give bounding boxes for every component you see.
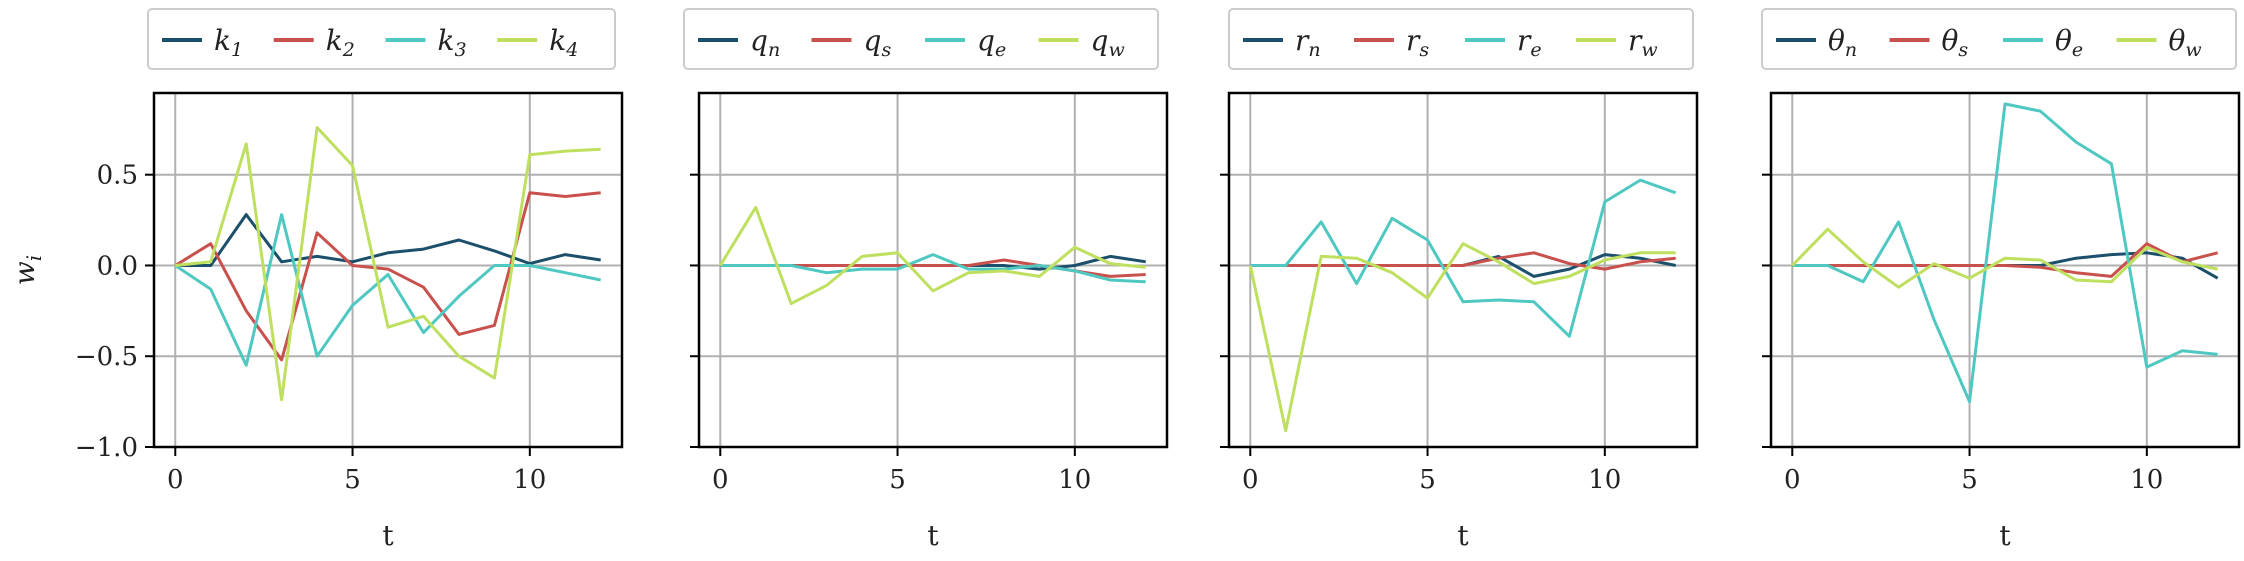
plot-frame (152, 91, 624, 449)
x-axis-label: t (1999, 519, 2011, 552)
legend-label-rs: rs (1406, 24, 1429, 61)
y-tick-label: 0.0 (97, 251, 138, 281)
legend-box (683, 8, 1159, 70)
legend-label-rn: rn (1295, 24, 1321, 61)
legend-label-k3: k3 (438, 24, 467, 61)
chart-panel-2: 0 5 10 t qn qs qe qw (683, 8, 1169, 552)
legend-label-re: re (1517, 24, 1542, 61)
legend-label-θs: θs (1942, 24, 1969, 61)
plot-frame (697, 91, 1169, 449)
x-tick-label: 5 (1419, 465, 1436, 495)
x-tick-label: 0 (712, 465, 729, 495)
legend-label-θe: θe (2055, 24, 2083, 61)
series-line-qw (719, 205, 1146, 306)
legend-label-rw: rw (1628, 24, 1658, 61)
series-line-θw (1791, 227, 2219, 289)
legend-1: k1 k2 k3 k4 (147, 8, 616, 70)
x-tick-label: 0 (1242, 465, 1259, 495)
series-line-θs (1792, 242, 2219, 278)
x-tick-label: 0 (167, 465, 184, 495)
y-tick-label: 0.5 (97, 161, 138, 191)
x-tick-label: 5 (1961, 465, 1978, 495)
legend-box (1228, 8, 1694, 70)
x-tick-label: 0 (1784, 465, 1801, 495)
x-tick-label: 5 (889, 465, 906, 495)
y-tick-label: −1.0 (75, 433, 138, 463)
x-axis-label: t (382, 519, 394, 552)
x-tick-label: 10 (1588, 465, 1621, 495)
legend-3: rn rs re rw (1228, 8, 1694, 70)
x-axis-label: t (927, 519, 939, 552)
series-line-qe (720, 253, 1146, 284)
y-axis-label: wi (8, 255, 46, 285)
chart-panel-3: 0 5 10 t rn rs re rw (1220, 8, 1699, 552)
x-tick-label: 10 (1058, 465, 1091, 495)
chart-panel-1: 0 5 10 0.5 0.0 −0.5 −1.0 t wi k1 k2 k3 k4 (8, 8, 624, 552)
legend-label-qe: qe (977, 24, 1006, 61)
legend-box (1761, 8, 2237, 70)
legend-label-k4: k4 (549, 24, 578, 61)
legend-label-k1: k1 (214, 24, 243, 61)
series-line-rw (1248, 242, 1676, 433)
series-line-k4 (175, 126, 601, 402)
series-line-rs (1250, 251, 1676, 271)
y-tick-label: −0.5 (75, 342, 138, 372)
series-line-k1 (175, 213, 601, 267)
series-line-qn (720, 254, 1146, 271)
legend-label-θn: θn (1828, 24, 1857, 61)
legend-label-qn: qn (750, 24, 780, 61)
legend-4: θn θs θe θw (1761, 8, 2237, 70)
legend-label-qs: qs (864, 24, 892, 61)
x-tick-label: 10 (2130, 465, 2163, 495)
series-line-k3 (174, 213, 602, 367)
series-line-k2 (174, 191, 601, 362)
chart-panel-4: 0 5 10 t θn θs θe θw (1761, 8, 2241, 552)
series-line-θe (1792, 102, 2218, 404)
legend-label-qw: qw (1091, 24, 1125, 61)
plot-frame (1769, 91, 2241, 449)
legend-box (147, 8, 616, 70)
plot-frame (1227, 91, 1699, 449)
legend-label-k2: k2 (326, 24, 355, 61)
x-tick-label: 10 (513, 465, 546, 495)
series-line-re (1250, 178, 1677, 338)
x-axis-label: t (1457, 519, 1469, 552)
legend-label-θw: θw (2169, 24, 2202, 61)
legend-2: qn qs qe qw (683, 8, 1159, 70)
x-tick-label: 5 (344, 465, 361, 495)
